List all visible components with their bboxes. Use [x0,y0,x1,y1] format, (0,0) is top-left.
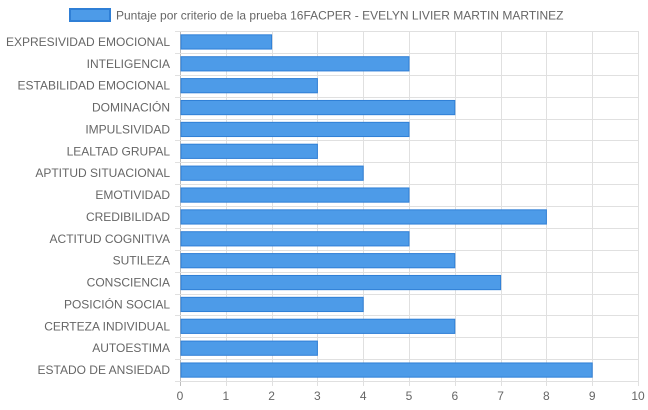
x-tick-label: 9 [589,389,596,403]
category-label: AUTOESTIMA [92,341,170,355]
grid [175,31,639,386]
x-axis-ticks: 0 1 2 3 4 5 6 7 8 9 10 [177,389,645,403]
bar[interactable] [180,231,410,247]
legend[interactable]: Puntaje por criterio de la prueba 16FACP… [69,8,564,23]
category-label: CREDIBILIDAD [86,210,170,224]
legend-swatch[interactable] [69,8,111,22]
x-tick-label: 2 [268,389,275,403]
bar[interactable] [180,143,318,159]
bar[interactable] [180,274,502,291]
category-labels: EXPRESIVIDAD EMOCIONAL INTELIGENCIA ESTABI… [6,35,170,377]
bar[interactable] [180,34,273,50]
bar[interactable] [180,121,410,138]
x-tick-label: 7 [497,389,504,403]
category-label: ESTADO DE ANSIEDAD [38,363,171,377]
category-label: SUTILEZA [113,254,170,268]
category-label: ACTITUD COGNITIVA [50,232,170,246]
legend-label[interactable]: Puntaje por criterio de la prueba 16FACP… [116,9,564,23]
x-tick-label: 5 [406,389,413,403]
bar[interactable] [180,99,456,116]
bar[interactable] [180,296,364,313]
bar[interactable] [180,362,593,378]
x-tick-label: 8 [543,389,550,403]
bars [180,34,593,378]
x-tick-label: 10 [631,389,645,403]
category-label: LEALTAD GRUPAL [67,144,171,158]
bar[interactable] [180,318,456,334]
category-label: IMPULSIVIDAD [85,122,170,136]
category-label: CONSCIENCIA [87,276,170,290]
bar[interactable] [180,78,318,94]
category-label: EMOTIVIDAD [95,188,170,202]
category-label: EXPRESIVIDAD EMOCIONAL [6,35,170,49]
bar[interactable] [180,253,456,269]
category-label: DOMINACIÓN [92,100,170,115]
category-label: ESTABILIDAD EMOCIONAL [18,79,171,93]
bar[interactable] [180,209,547,225]
x-tick-label: 1 [222,389,229,403]
bar[interactable] [180,56,410,72]
bar[interactable] [180,340,318,356]
category-label: INTELIGENCIA [87,57,170,71]
category-label: APTITUD SITUACIONAL [35,166,170,180]
x-tick-label: 0 [177,389,184,403]
x-tick-label: 3 [314,389,321,403]
x-tick-label: 4 [360,389,367,403]
category-label: CERTEZA INDIVIDUAL [44,319,170,333]
bar[interactable] [180,165,364,181]
bar[interactable] [180,187,410,203]
category-label: POSICIÓN SOCIAL [64,296,170,311]
x-tick-label: 6 [451,389,458,403]
